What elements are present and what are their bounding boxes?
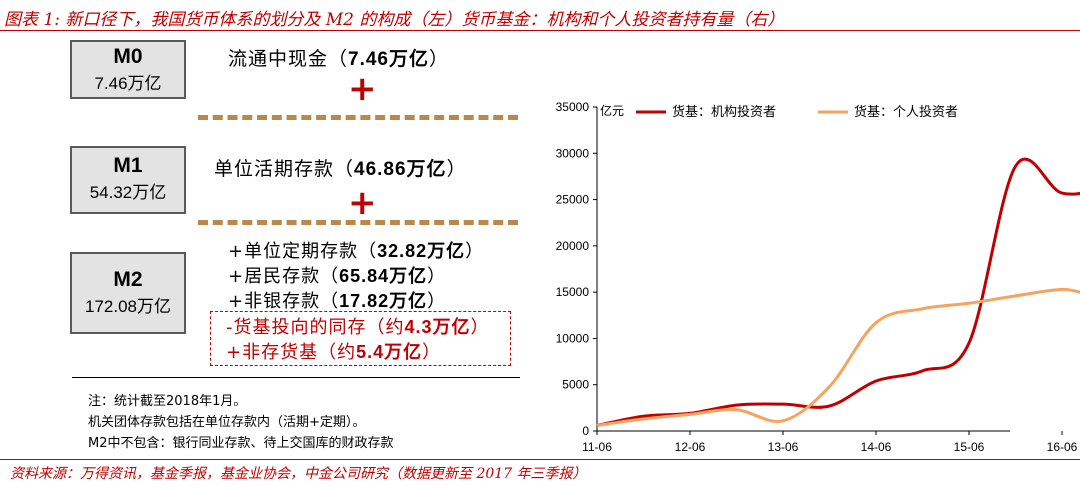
m2-amount: 172.08万亿	[85, 297, 171, 316]
m2-item-5-value: 5.4万亿	[356, 342, 423, 362]
x-tick-label: 13-06	[768, 440, 799, 454]
m2-item-3-close: ）	[427, 291, 447, 312]
x-tick-label: 11-06	[582, 440, 612, 454]
m2-item-5: +非存货基（约5.4万亿）	[226, 338, 441, 364]
m2-item-3-value: 17.82万亿	[339, 291, 428, 311]
m0-box: M0 7.46万亿	[70, 40, 186, 99]
m1-description: 单位活期存款（46.86万亿）	[214, 154, 467, 181]
y-tick-label: 0	[582, 424, 589, 438]
m1-box: M1 54.32万亿	[70, 146, 186, 214]
note-3: M2中不包含：银行同业存款、待上交国库的财政存款	[88, 436, 394, 451]
m0-level: M0	[113, 45, 143, 68]
m2-item-5-label: +非存货基（约	[226, 342, 357, 363]
m1-desc-close: ）	[446, 158, 467, 180]
m2-item-2-value: 65.84万亿	[339, 266, 428, 286]
x-tick-label: 16-06	[1047, 440, 1078, 454]
x-tick-label: 12-06	[675, 440, 706, 454]
m2-item-4-close: ）	[470, 317, 490, 338]
y-tick-label: 30000	[556, 146, 590, 160]
m1-desc-value: 46.86万亿	[354, 159, 447, 180]
y-tick-label: 5000	[562, 378, 589, 392]
m2-item-2: +居民存款（65.84万亿）	[228, 262, 446, 288]
m2-item-1-value: 32.82万亿	[377, 241, 466, 261]
y-tick-label: 35000	[556, 100, 590, 114]
series-line-institutional	[596, 157, 1080, 427]
m2-item-5-close: ）	[422, 342, 442, 363]
divider-dashed-2	[198, 220, 518, 225]
m0-desc-close: ）	[429, 48, 450, 70]
m2-item-4: -货基投向的同存（约4.3万亿）	[226, 313, 490, 339]
y-tick-label: 20000	[556, 239, 590, 253]
note-1: 注：统计截至2018年1月。	[88, 394, 247, 409]
m1-desc-label: 单位活期存款（	[214, 158, 355, 180]
divider-dashed-1	[198, 115, 518, 120]
notes-rule	[72, 377, 520, 378]
m0-amount: 7.46万亿	[94, 74, 162, 93]
source-rule	[0, 459, 1080, 460]
m2-item-4-value: 4.3万亿	[404, 317, 471, 337]
m1-level: M1	[113, 154, 143, 177]
series-line-individual	[596, 287, 1080, 427]
m2-item-3: +非银存款（17.82万亿）	[228, 287, 446, 313]
y-axis-ticks: 0 5000 10000 15000 20000 25000 30000 35000	[556, 100, 597, 438]
legend-label: 货基：个人投资者	[854, 104, 958, 119]
title-rule	[0, 30, 1080, 31]
x-tick-label: 15-06	[954, 440, 985, 454]
plus-sign-1: +	[348, 69, 377, 109]
m2-item-2-close: ）	[427, 266, 447, 287]
m1-amount: 54.32万亿	[89, 183, 167, 202]
plus-sign-2: +	[348, 183, 377, 223]
figure-title: 图表 1: 新口径下，我国货币体系的划分及 M2 的构成（左）货币基金：机构和个…	[4, 10, 785, 30]
m2-item-1-close: ）	[465, 241, 485, 262]
m0-desc-label: 流通中现金（	[228, 48, 349, 70]
y-axis-unit-label: 亿元	[600, 103, 624, 118]
m2-item-4-label: -货基投向的同存（约	[226, 317, 405, 338]
chart-series-lines	[596, 157, 1080, 427]
y-tick-label: 10000	[556, 331, 590, 345]
m0-description: 流通中现金（7.46万亿）	[228, 44, 449, 71]
chart-axes	[596, 107, 1010, 432]
m2-item-2-label: +居民存款（	[228, 266, 340, 287]
m2-level: M2	[113, 268, 143, 291]
y-tick-label: 15000	[556, 285, 590, 299]
m0-desc-value: 7.46万亿	[348, 49, 429, 70]
legend-label: 货基：机构投资者	[672, 104, 776, 119]
m2-item-1-label: +单位定期存款（	[228, 241, 378, 262]
exclusion-dashed-box	[210, 311, 511, 366]
m2-item-1: +单位定期存款（32.82万亿）	[228, 237, 484, 263]
m2-item-3-label: +非银存款（	[228, 291, 340, 312]
x-tick-label: 14-06	[861, 440, 892, 454]
note-2: 机关团体存款包括在单位存款内（活期+定期）。	[88, 415, 366, 430]
y-tick-label: 25000	[556, 193, 590, 207]
source-note: 资料来源：万得资讯，基金季报，基金业协会，中金公司研究（数据更新至 2017 年…	[10, 466, 587, 482]
m2-box: M2 172.08万亿	[70, 252, 186, 334]
chart-legend: 货基：机构投资者 货基：个人投资者	[636, 104, 958, 119]
